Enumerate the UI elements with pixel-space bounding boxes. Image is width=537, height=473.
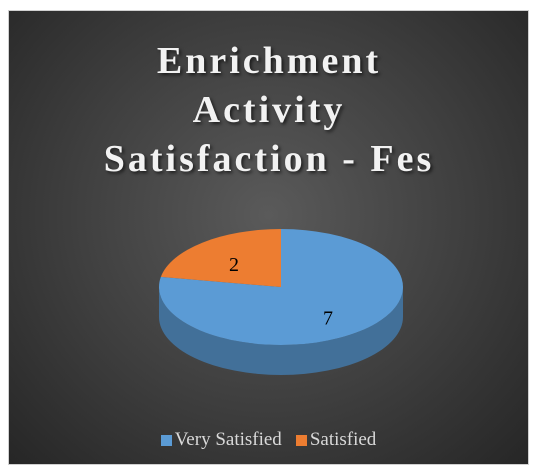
chart: Enrichment Activity Satisfaction - Fes 7… [8, 10, 529, 465]
data-label: 2 [229, 254, 239, 276]
legend-label: Very Satisfied [174, 429, 282, 450]
data-label: 7 [323, 307, 333, 329]
legend-label: Satisfied [309, 429, 377, 450]
chart-title: Enrichment Activity Satisfaction - Fes [103, 40, 435, 180]
legend-swatch [295, 434, 307, 446]
legend-entry: Satisfied [295, 429, 377, 451]
legend-swatch [160, 434, 172, 446]
slice-side [159, 287, 403, 375]
legend-entry: Very Satisfied [160, 429, 282, 451]
slice [160, 229, 281, 287]
legend: Very Satisfied Satisfied [9, 429, 528, 451]
slice [158, 229, 403, 345]
pie-area: 72 [158, 229, 403, 375]
